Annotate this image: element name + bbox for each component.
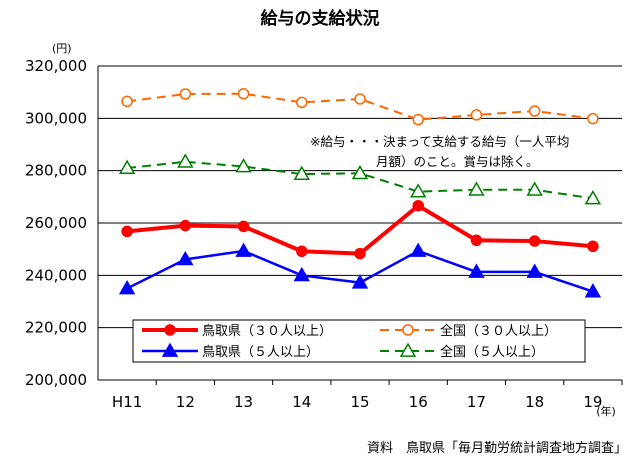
y-tick-label: 240,000: [25, 266, 87, 284]
legend-label: 鳥取県（５人以上）: [202, 345, 319, 360]
data-point: [293, 266, 310, 282]
x-tick-label: 19: [583, 393, 602, 411]
x-axis-ticks: H11 12 13 14 15 16 17 18 19: [112, 380, 623, 411]
series-0: [121, 199, 599, 260]
data-point: [164, 324, 176, 336]
data-point: [296, 245, 308, 258]
data-point: [351, 274, 369, 289]
y-tick-label: 320,000: [25, 57, 87, 75]
y-tick-label: 220,000: [25, 319, 87, 337]
legend-item-3: 全国（５人以上）: [380, 342, 544, 360]
legend-item-1: 全国（３０人以上）: [380, 323, 557, 339]
series-line: [126, 203, 594, 256]
data-point: [121, 225, 133, 238]
x-tick-label: 17: [467, 393, 486, 411]
annotation-line-2: 月額）のこと。賞与は除く。: [376, 154, 539, 169]
x-axis-unit: (年): [596, 404, 616, 418]
data-point: [354, 247, 366, 260]
series-1: [121, 87, 599, 126]
series-2: [118, 242, 602, 298]
data-point: [528, 105, 541, 117]
legend: 鳥取県（３０人以上） 全国（３０人以上） 鳥取県（５人以上） 全国（５人以上）: [132, 319, 586, 363]
data-point: [584, 283, 602, 298]
data-point: [470, 109, 483, 121]
data-point: [354, 93, 366, 105]
x-tick-label: H11: [112, 393, 142, 411]
data-point: [235, 242, 252, 257]
data-point: [121, 95, 133, 108]
legend-item-0: 鳥取県（３０人以上）: [142, 324, 332, 339]
y-axis-unit: (円): [52, 42, 72, 55]
data-point: [526, 181, 543, 196]
data-point: [237, 87, 250, 100]
data-point: [237, 220, 250, 233]
y-axis-ticks: 320,000 300,000 280,000 260,000 240,000 220,0…: [25, 57, 87, 389]
data-point: [468, 263, 485, 278]
legend-label: 鳥取県（３０人以上）: [202, 324, 332, 339]
data-point: [177, 250, 194, 266]
y-tick-label: 200,000: [25, 371, 87, 389]
data-point: [118, 280, 136, 295]
annotation: ※給与・・・決まって支給する給与（一人平均 月額）のこと。賞与は除く。: [310, 134, 569, 169]
legend-label: 全国（５人以上）: [440, 344, 544, 360]
data-point: [528, 235, 541, 247]
series-group: [118, 87, 602, 298]
x-tick-label: 16: [409, 393, 428, 411]
legend-item-2: 鳥取県（５人以上）: [142, 342, 319, 360]
data-point: [587, 112, 599, 125]
source-note: 資料 鳥取県「毎月勤労統計調査地方調査」: [367, 440, 627, 456]
data-point: [584, 189, 602, 205]
y-tick-label: 280,000: [25, 162, 87, 180]
x-tick-label: 13: [234, 393, 253, 411]
y-tick-label: 260,000: [25, 214, 87, 232]
data-point: [179, 88, 192, 100]
data-point: [402, 324, 414, 336]
data-point: [235, 158, 252, 173]
data-point: [293, 165, 310, 180]
legend-box: [132, 319, 586, 363]
data-point: [412, 113, 424, 126]
chart-title: 給与の支給状況: [261, 8, 380, 29]
data-point: [296, 96, 308, 109]
x-tick-label: 12: [176, 393, 195, 411]
data-point: [468, 181, 485, 196]
x-tick-label: 15: [350, 393, 369, 411]
data-point: [161, 342, 179, 357]
data-point: [410, 183, 427, 198]
y-tick-label: 300,000: [25, 109, 87, 127]
data-point: [399, 342, 417, 357]
data-point: [179, 219, 192, 232]
data-point: [470, 234, 483, 247]
x-tick-label: 18: [525, 393, 544, 411]
data-point: [526, 263, 543, 278]
data-point: [410, 242, 427, 257]
data-point: [351, 164, 369, 180]
x-tick-label: 14: [292, 393, 311, 411]
series-3: [118, 153, 602, 205]
data-point: [177, 153, 194, 168]
legend-label: 全国（３０人以上）: [440, 323, 557, 339]
data-point: [412, 199, 424, 212]
data-point: [118, 159, 136, 174]
data-point: [587, 240, 599, 253]
series-line: [126, 92, 594, 121]
annotation-line-1: ※給与・・・決まって支給する給与（一人平均: [310, 134, 569, 149]
